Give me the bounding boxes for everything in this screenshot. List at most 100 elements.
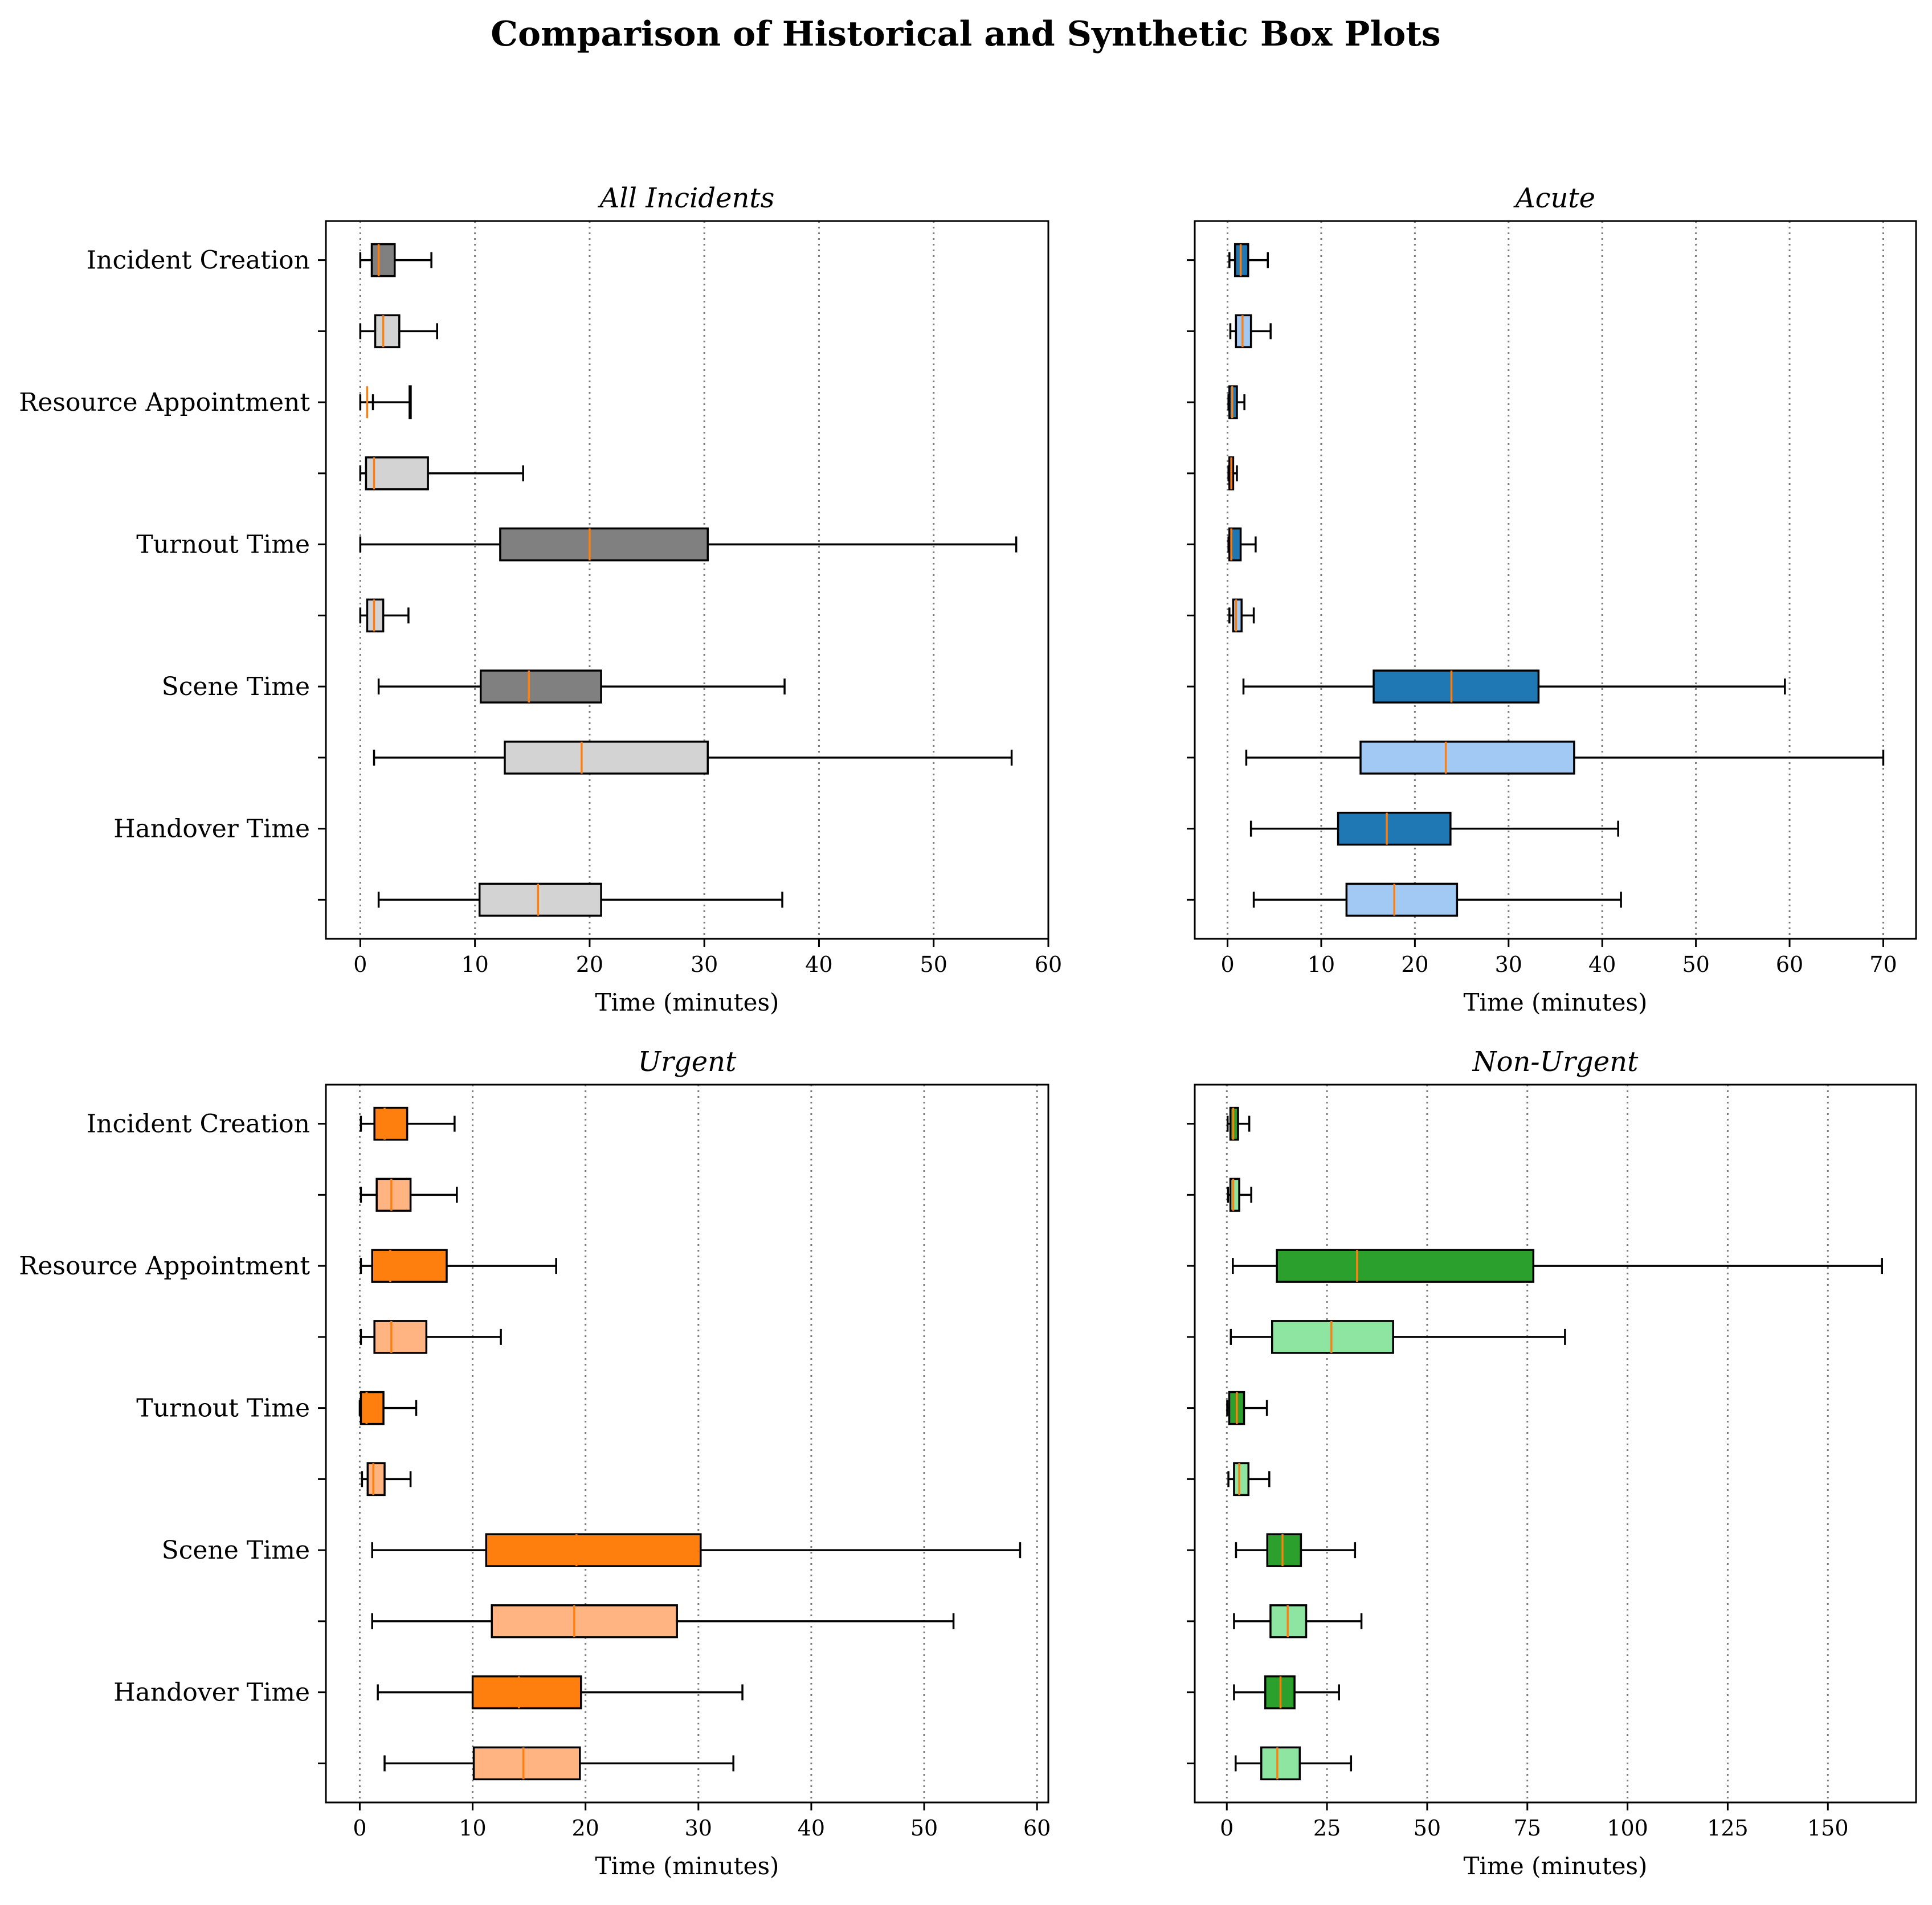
- y-tick-label: Resource Appointment: [19, 388, 310, 417]
- box-iqr: [370, 243, 396, 277]
- axes-frame: [1194, 1084, 1917, 1804]
- x-tick-label: 50: [1414, 1816, 1441, 1841]
- x-axis-label: Time (minutes): [595, 1852, 779, 1880]
- y-tick-label: Handover Time: [113, 1678, 310, 1707]
- y-tick-label: Scene Time: [162, 672, 310, 701]
- x-tick-label: 0: [1220, 952, 1234, 977]
- box-turnout-time-synthetic: [1228, 598, 1255, 633]
- axes-frame: [325, 220, 1049, 940]
- x-tick-label: 30: [685, 1816, 712, 1841]
- box-resource-appointment-historical: [1227, 385, 1245, 419]
- panel-title: All Incidents: [598, 182, 775, 214]
- x-tick-label: 20: [572, 1816, 599, 1841]
- x-tick-label: 40: [798, 1816, 825, 1841]
- x-tick-label: 10: [459, 1816, 486, 1841]
- box-turnout-time-historical: [359, 527, 1018, 562]
- panel-urgent: 0 10 20 30 40 50 60 Incident Creation Resource A…: [19, 1046, 1051, 1880]
- box-turnout-time-historical: [1226, 1391, 1268, 1425]
- box-handover-time-synthetic: [1252, 882, 1622, 917]
- box-iqr: [374, 314, 401, 349]
- box-iqr: [1266, 1533, 1302, 1567]
- box-iqr: [373, 1106, 409, 1141]
- figure-title: Comparison of Historical and Synthetic B…: [491, 14, 1440, 54]
- box-iqr: [1260, 1746, 1301, 1781]
- box-scene-time-synthetic: [371, 1604, 955, 1638]
- x-tick-label: 25: [1313, 1816, 1341, 1841]
- x-tick-label: 40: [805, 952, 832, 977]
- box-incident-creation-historical: [360, 1106, 456, 1141]
- box-iqr: [373, 1320, 428, 1354]
- x-tick-label: 125: [1707, 1816, 1749, 1841]
- box-iqr: [479, 669, 602, 704]
- x-tick-label: 60: [1023, 1816, 1051, 1841]
- x-tick-label: 0: [1220, 1816, 1233, 1841]
- y-tick-label: Turnout Time: [136, 1394, 310, 1423]
- box-iqr: [371, 1249, 448, 1283]
- x-tick-label: 0: [353, 952, 367, 977]
- box-incident-creation-historical: [1228, 243, 1269, 277]
- x-tick-label: 20: [576, 952, 603, 977]
- box-iqr: [1276, 1249, 1535, 1283]
- x-tick-label: 60: [1035, 952, 1062, 977]
- x-tick-label: 50: [910, 1816, 938, 1841]
- box-turnout-time-historical: [1227, 527, 1257, 562]
- x-tick-label: 20: [1401, 952, 1428, 977]
- y-tick-label: Incident Creation: [87, 1110, 310, 1139]
- x-tick-label: 10: [1308, 952, 1335, 977]
- box-iqr: [365, 456, 429, 490]
- box-turnout-time-synthetic: [359, 598, 410, 633]
- x-tick-label: 40: [1588, 952, 1616, 977]
- box-handover-time-synthetic: [383, 1746, 734, 1781]
- box-incident-creation-synthetic: [1229, 314, 1272, 349]
- box-scene-time-historical: [371, 1533, 1022, 1567]
- box-iqr: [478, 882, 602, 917]
- x-axis-label: Time (minutes): [1464, 988, 1648, 1016]
- panel-non-urgent: 0 25 50 75 100 125 150 Non-Urgent Time (minutes): [1187, 1046, 1917, 1880]
- x-tick-label: 50: [1682, 952, 1709, 977]
- y-tick-label: Handover Time: [113, 815, 310, 844]
- y-tick-label: Incident Creation: [87, 246, 310, 275]
- box-iqr: [1337, 811, 1452, 846]
- box-iqr: [375, 1178, 412, 1212]
- box-iqr: [1233, 1462, 1249, 1497]
- x-tick-label: 30: [691, 952, 718, 977]
- box-iqr: [366, 598, 385, 633]
- box-resource-appointment-synthetic: [360, 1320, 502, 1354]
- x-tick-label: 75: [1514, 1816, 1541, 1841]
- box-iqr: [1229, 1178, 1240, 1212]
- box-iqr: [471, 1675, 582, 1710]
- box-handover-time-synthetic: [377, 882, 783, 917]
- box-scene-time-synthetic: [1233, 1604, 1363, 1638]
- x-tick-label: 0: [353, 1816, 366, 1841]
- box-resource-appointment-historical: [360, 1249, 557, 1283]
- x-tick-label: 70: [1869, 952, 1897, 977]
- box-iqr: [472, 1746, 581, 1781]
- box-incident-creation-historical: [359, 243, 432, 277]
- box-turnout-time-synthetic: [1227, 1462, 1271, 1497]
- x-tick-label: 60: [1776, 952, 1803, 977]
- box-iqr: [499, 527, 709, 562]
- box-iqr: [504, 741, 709, 775]
- box-incident-creation-synthetic: [360, 1178, 458, 1212]
- box-iqr: [409, 385, 412, 419]
- x-tick-label: 50: [920, 952, 947, 977]
- box-turnout-time-synthetic: [361, 1462, 412, 1497]
- box-incident-creation-synthetic: [1227, 1178, 1252, 1212]
- box-scene-time-historical: [1235, 1533, 1357, 1567]
- box-resource-appointment-historical: [359, 385, 412, 419]
- box-iqr: [1345, 882, 1459, 917]
- box-handover-time-historical: [377, 1675, 744, 1710]
- box-resource-appointment-synthetic: [1227, 456, 1238, 490]
- box-scene-time-historical: [1242, 669, 1786, 704]
- box-incident-creation-historical: [1226, 1106, 1251, 1141]
- box-resource-appointment-synthetic: [359, 456, 524, 490]
- box-handover-time-synthetic: [1234, 1746, 1353, 1781]
- box-iqr: [485, 1533, 702, 1567]
- box-iqr: [1373, 669, 1540, 704]
- panel-title: Acute: [1513, 182, 1595, 214]
- box-iqr: [491, 1604, 678, 1638]
- box-scene-time-synthetic: [1245, 741, 1885, 775]
- axes-frame: [1194, 220, 1917, 940]
- box-iqr: [366, 1462, 386, 1497]
